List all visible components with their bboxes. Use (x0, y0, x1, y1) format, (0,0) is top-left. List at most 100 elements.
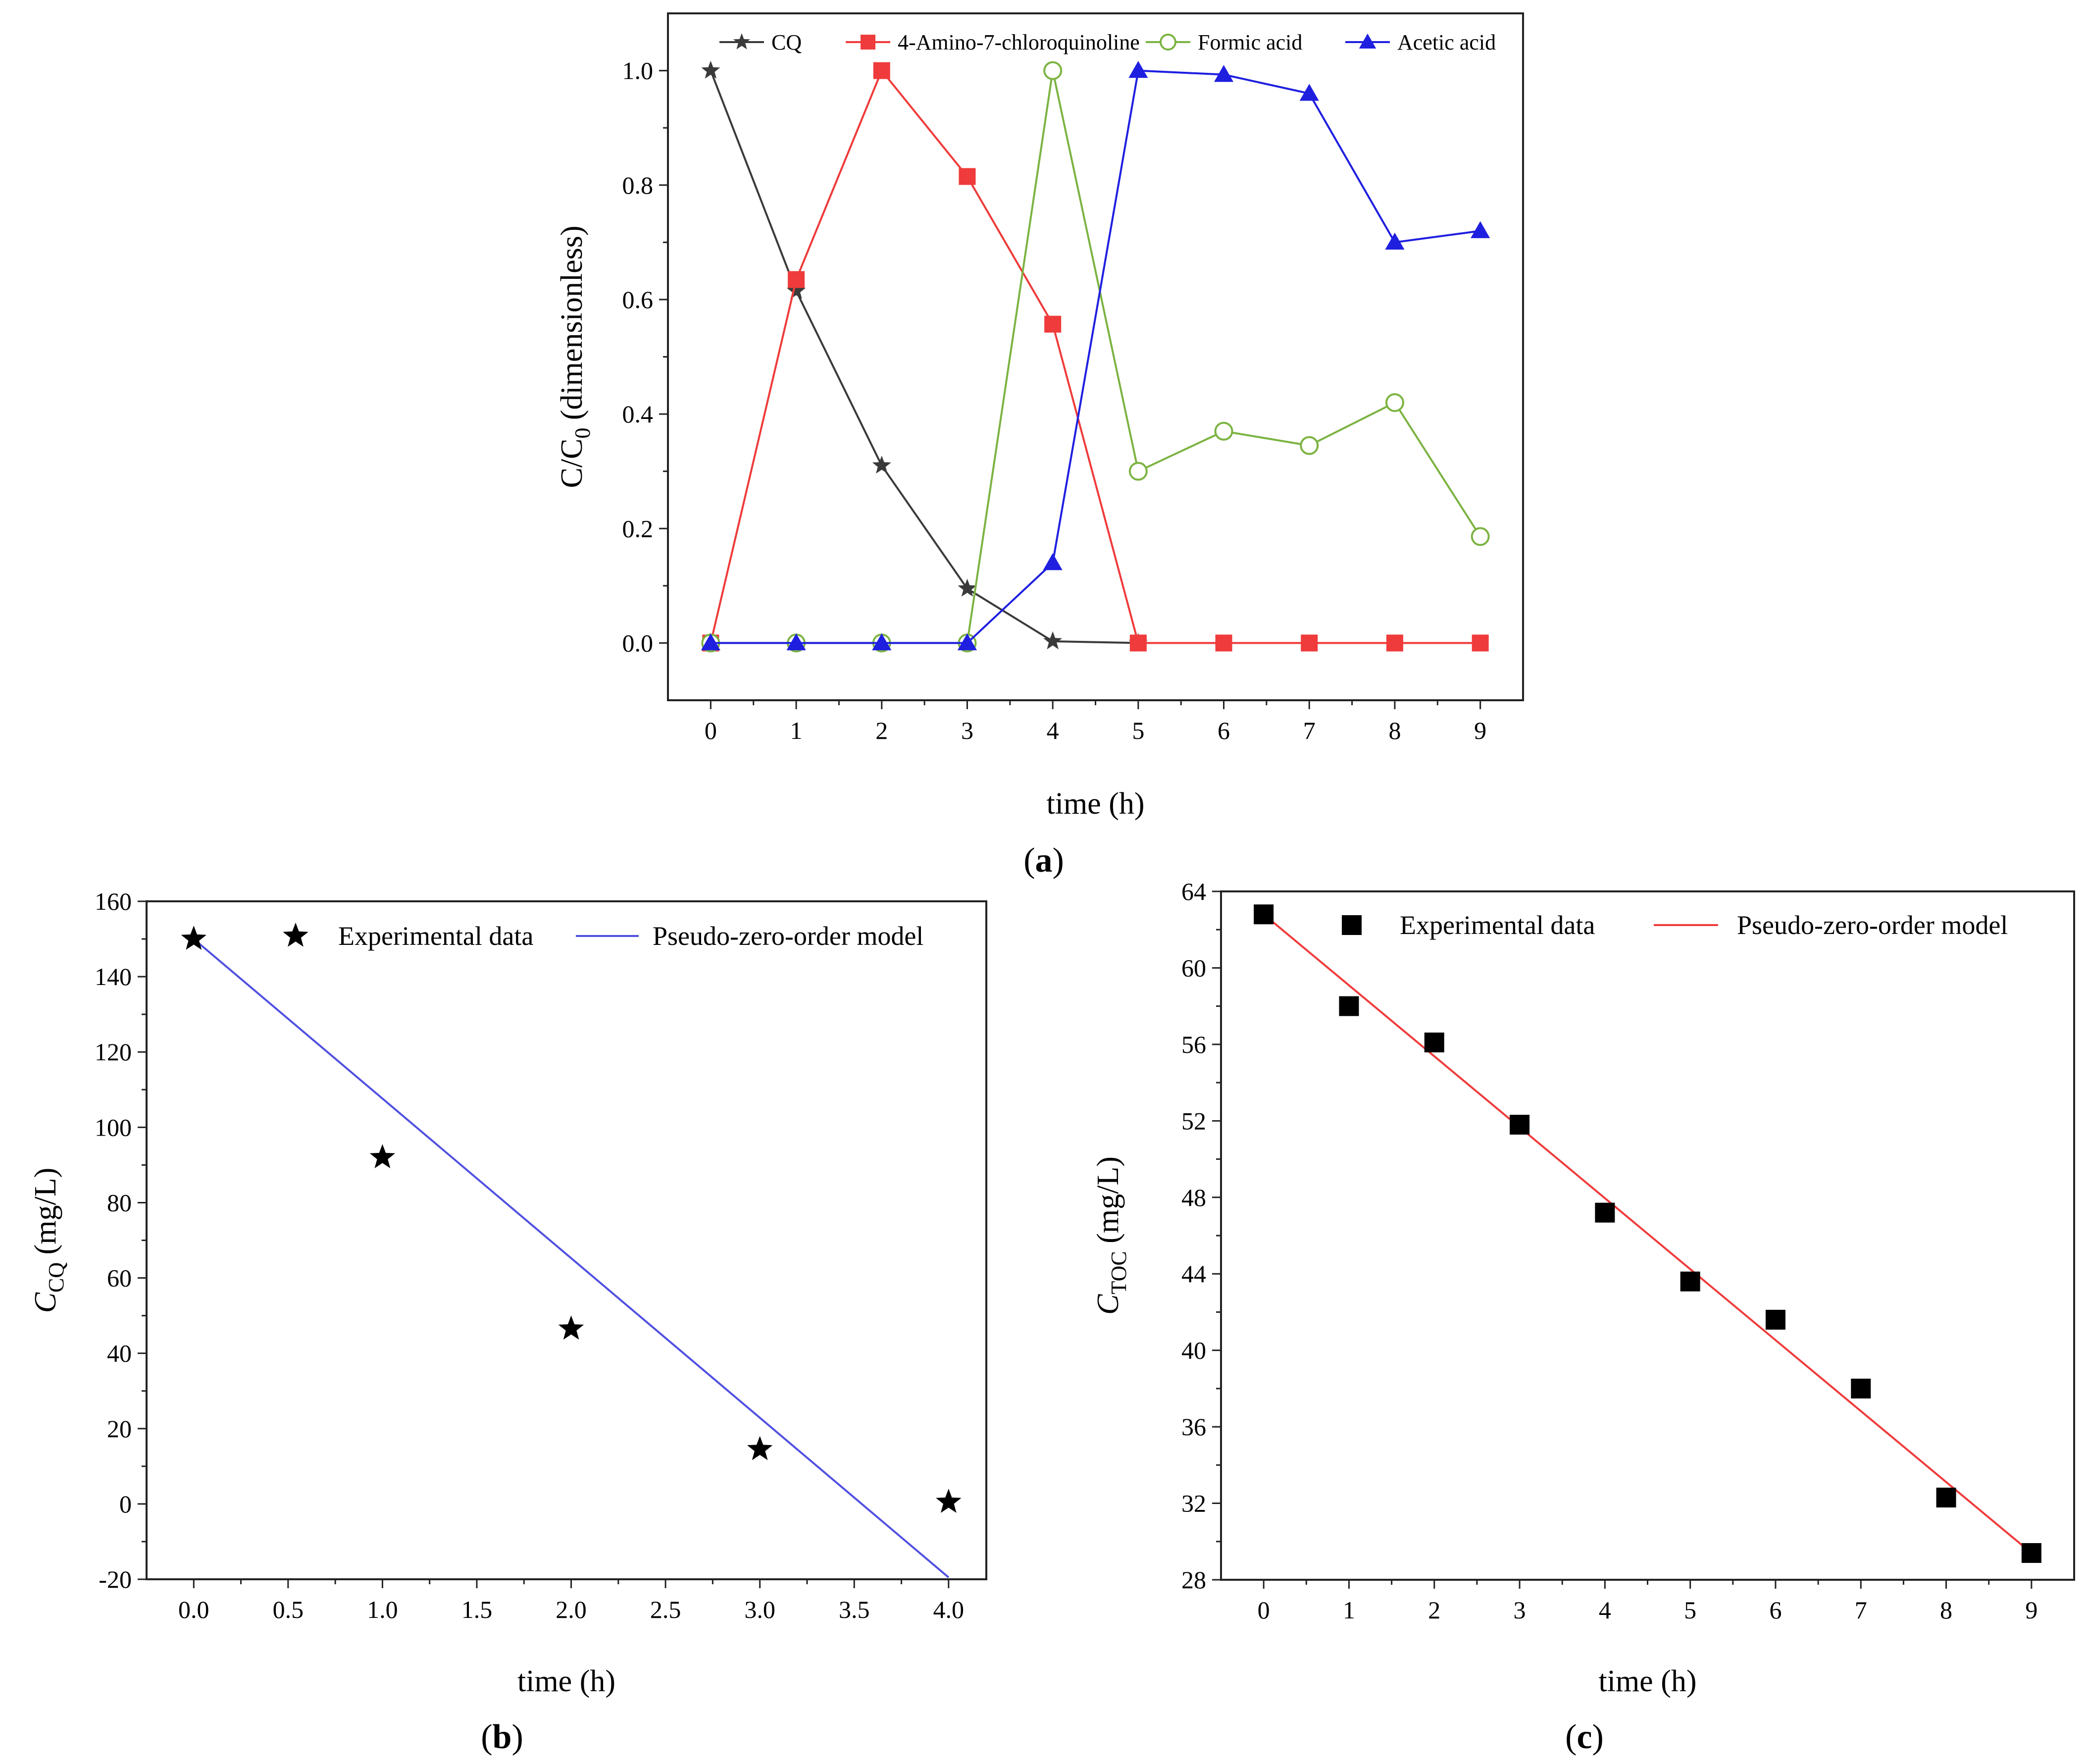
legend-label: 4-Amino-7-chloroquinoline (898, 30, 1140, 54)
y-tick-label: 120 (95, 1038, 132, 1066)
x-tick-label: 9 (2025, 1596, 2037, 1624)
x-tick-label: 1.0 (367, 1596, 398, 1623)
x-tick-label: 5 (1132, 717, 1144, 744)
y-tick-label: 20 (107, 1415, 132, 1443)
y-tick-label: 40 (1181, 1337, 1206, 1364)
panel-caption: (c) (1565, 1718, 1604, 1756)
data-point (1215, 634, 1232, 652)
x-tick-label: 1 (790, 717, 803, 744)
y-tick-label: 32 (1181, 1490, 1206, 1517)
x-tick-label: 2.0 (556, 1596, 587, 1623)
y-tick-label: 40 (107, 1340, 132, 1367)
x-tick-label: 0.0 (178, 1596, 209, 1623)
plot-frame (667, 12, 1524, 701)
model-line (193, 938, 950, 1578)
legend-label: CQ (771, 30, 802, 54)
series-4-amino-7-chloroquinoline (702, 62, 1489, 652)
data-point (1680, 1271, 1700, 1292)
legend: CQ 4-Amino-7-chloroquinoline Formic acid Ac… (719, 30, 1496, 54)
y-tick-label: 0 (119, 1490, 132, 1518)
legend-label: Acetic acid (1397, 30, 1496, 54)
x-tick-label: 2.5 (650, 1596, 681, 1623)
data-point (873, 62, 890, 79)
data-point (1385, 232, 1405, 250)
series-formic-acid (701, 61, 1490, 653)
y-axis-label-sub: 0 (570, 428, 595, 439)
x-tick-label: 0.5 (273, 1596, 304, 1623)
x-tick-label: 1 (1343, 1596, 1355, 1624)
data-point (181, 926, 206, 950)
x-tick-label: 0 (705, 717, 717, 744)
y-tick-label: 160 (95, 887, 132, 915)
x-axis-label: time (h) (517, 1664, 615, 1698)
data-point (1044, 315, 1062, 333)
y-axis-label-main: C (29, 1292, 62, 1313)
x-tick-label: 3.5 (839, 1596, 870, 1623)
caption-paren-open: ( (481, 1718, 492, 1756)
model-line (1263, 913, 2033, 1554)
x-tick-label: 6 (1218, 717, 1230, 744)
panel-b: -20 0 20 40 60 80 100 120 140 160 0.0 0.5 1.0 1.5 2.0 2… (29, 887, 987, 1756)
data-point (786, 633, 806, 651)
series-cq (701, 60, 1148, 651)
y-tick-label: 100 (95, 1113, 132, 1141)
y-tick-label: 0.8 (622, 171, 654, 199)
panel-caption: (b) (481, 1718, 523, 1756)
y-axis-label: CTOC (mg/L) (1091, 1156, 1131, 1315)
series-line (711, 69, 1480, 644)
data-point (1386, 634, 1403, 652)
y-tick-label: 80 (107, 1189, 132, 1216)
y-tick-label: 52 (1181, 1107, 1206, 1135)
data-point (1254, 904, 1274, 925)
series-acetic-acid (701, 61, 1490, 651)
data-point (1471, 221, 1490, 238)
caption-paren-close: ) (511, 1718, 523, 1756)
data-point (872, 456, 891, 474)
y-axis-label: CCQ (mg/L) (29, 1168, 68, 1313)
x-tick-label: 1.5 (461, 1596, 493, 1623)
caption-paren-open: ( (1565, 1718, 1577, 1756)
y-tick-label: 28 (1181, 1566, 1206, 1594)
y-tick-label: 0.6 (622, 286, 654, 313)
legend-marker (283, 923, 308, 947)
caption-letter: a (1035, 841, 1053, 880)
y-tick-label: 140 (95, 963, 132, 990)
x-tick-label: 2 (1428, 1596, 1440, 1624)
x-tick-label: 5 (1684, 1596, 1696, 1624)
legend-marker (1160, 34, 1176, 51)
y-tick-label: 0.2 (622, 515, 654, 542)
x-tick-label: 0 (1258, 1596, 1270, 1624)
y-tick-label: 0.4 (622, 400, 654, 428)
y-tick-label: 60 (107, 1264, 132, 1292)
x-tick-label: 7 (1303, 717, 1316, 744)
data-point (1424, 1033, 1444, 1053)
data-point (959, 168, 976, 185)
legend: Experimental data Pseudo-zero-order model (283, 921, 923, 951)
data-point (1128, 61, 1148, 78)
y-tick-label: 64 (1181, 878, 1206, 905)
y-tick-label: 48 (1181, 1184, 1206, 1211)
series-line (711, 70, 1481, 644)
y-tick-label: 1.0 (622, 57, 654, 85)
data-point (701, 633, 720, 651)
legend-marker (861, 35, 875, 50)
data-point (1595, 1202, 1615, 1223)
panel-caption: (a) (1023, 841, 1064, 880)
data-point (1300, 436, 1319, 455)
data-point (957, 633, 977, 651)
y-axis-label-units: (mg/L) (29, 1168, 62, 1262)
legend-marker (733, 33, 751, 50)
data-point (872, 633, 892, 651)
data-point (1301, 634, 1318, 652)
x-tick-label: 8 (1388, 717, 1401, 744)
data-point (558, 1315, 584, 1340)
plot-frame (1220, 890, 2075, 1581)
data-point (1936, 1487, 1956, 1507)
y-axis-label-units: (dimensionless) (555, 225, 589, 427)
x-tick-label: 3 (1514, 1596, 1526, 1624)
data-point (1214, 65, 1234, 82)
x-axis-label: time (h) (1047, 787, 1145, 821)
